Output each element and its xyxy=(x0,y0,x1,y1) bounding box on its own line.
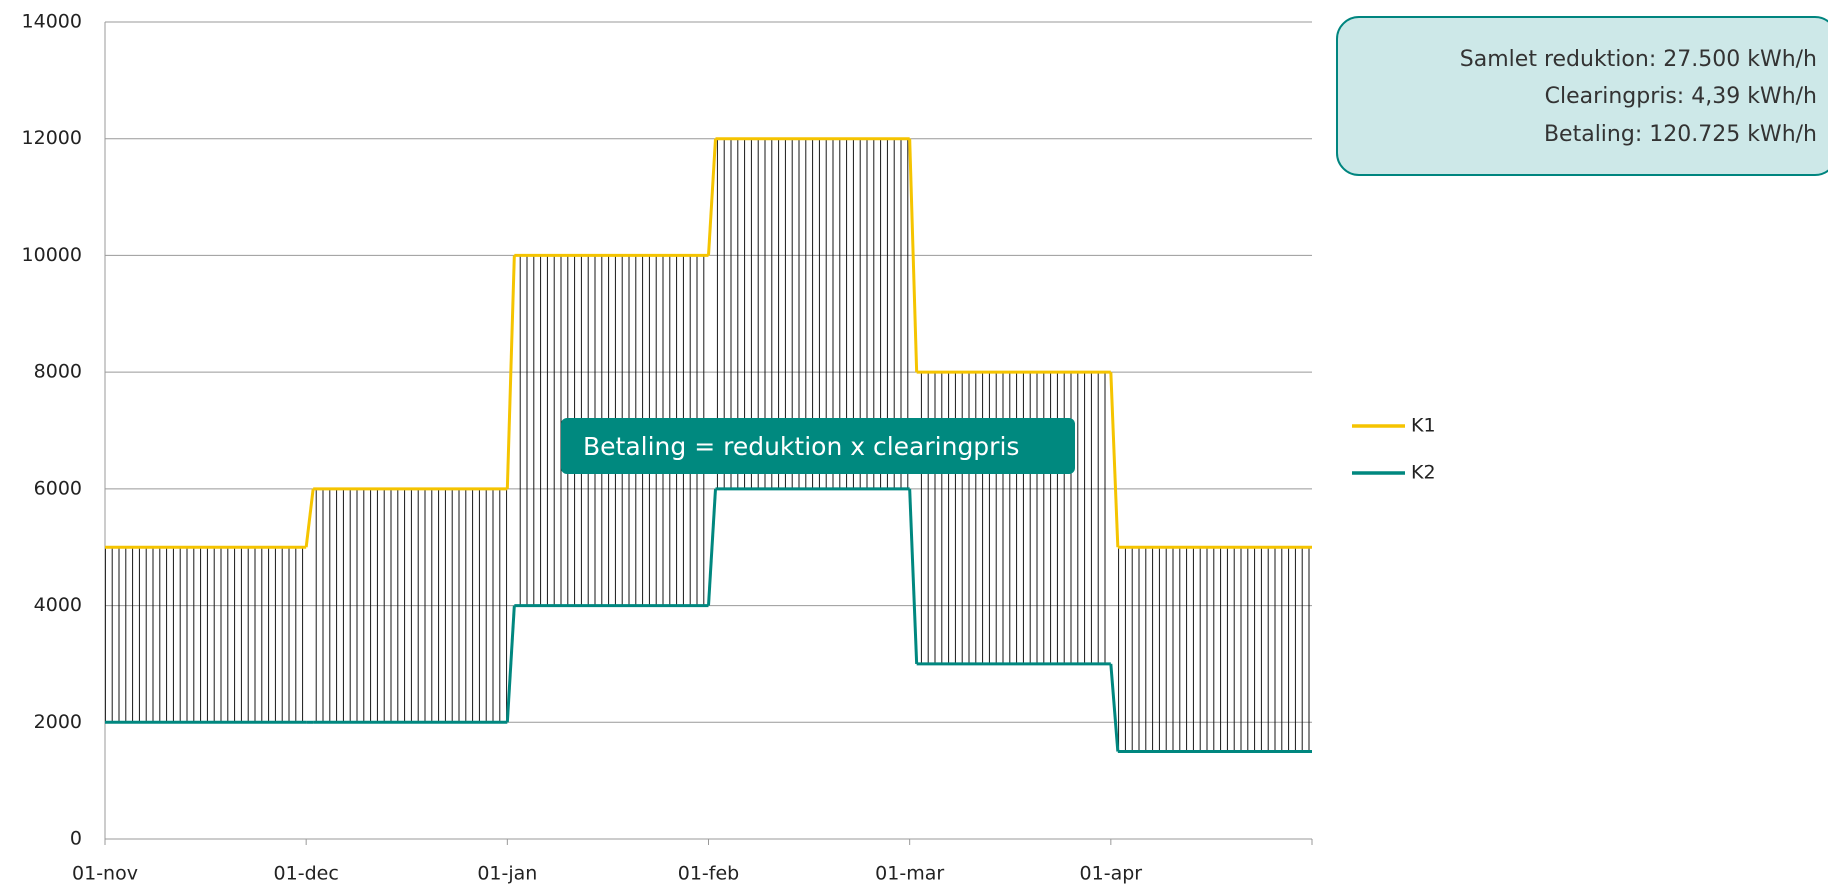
hatch-area xyxy=(105,547,307,723)
x-tick-label: 01-dec xyxy=(274,863,339,885)
step-riser xyxy=(505,255,516,489)
annotation: Betaling = reduktion x clearingpris xyxy=(561,418,1075,474)
step-riser xyxy=(707,138,717,256)
hatch-area xyxy=(313,488,508,723)
x-tick-label: 01-apr xyxy=(1080,863,1143,885)
x-tick-label: 01-feb xyxy=(678,863,739,885)
x-tick-label: 01-nov xyxy=(72,863,138,885)
info-line: Betaling: 120.725 kWh/h xyxy=(1544,122,1817,147)
y-tick-label: 12000 xyxy=(22,127,82,149)
step-riser xyxy=(908,138,919,373)
y-tick-label: 4000 xyxy=(34,594,82,616)
y-tick-label: 0 xyxy=(70,828,82,850)
y-tick-label: 6000 xyxy=(34,477,82,499)
x-tick-label: 01-jan xyxy=(477,863,537,885)
info-box: Samlet reduktion: 27.500 kWh/h Clearingp… xyxy=(1336,16,1828,176)
annotation-box xyxy=(561,418,1075,474)
y-tick-label: 8000 xyxy=(34,361,82,383)
info-line: Clearingpris: 4,39 kWh/h xyxy=(1545,84,1817,109)
x-tick-label: 01-mar xyxy=(875,863,944,885)
legend-label: K2 xyxy=(1411,462,1436,484)
hatch-area xyxy=(1117,547,1312,752)
step-riser xyxy=(707,488,717,606)
y-tick-label: 14000 xyxy=(22,11,82,33)
legend-label: K1 xyxy=(1411,415,1436,437)
y-tick-label: 10000 xyxy=(22,244,82,266)
hatch-area xyxy=(916,372,1111,664)
step-riser xyxy=(304,488,315,548)
step-riser xyxy=(505,605,516,723)
info-box-frame xyxy=(1336,16,1828,176)
annotation-text: Betaling = reduktion x clearingpris xyxy=(583,432,1019,461)
step-riser xyxy=(1109,372,1120,548)
info-line: Samlet reduktion: 27.500 kWh/h xyxy=(1460,47,1817,72)
step-riser xyxy=(908,488,919,664)
y-tick-label: 2000 xyxy=(34,711,82,733)
step-riser xyxy=(1109,663,1120,752)
